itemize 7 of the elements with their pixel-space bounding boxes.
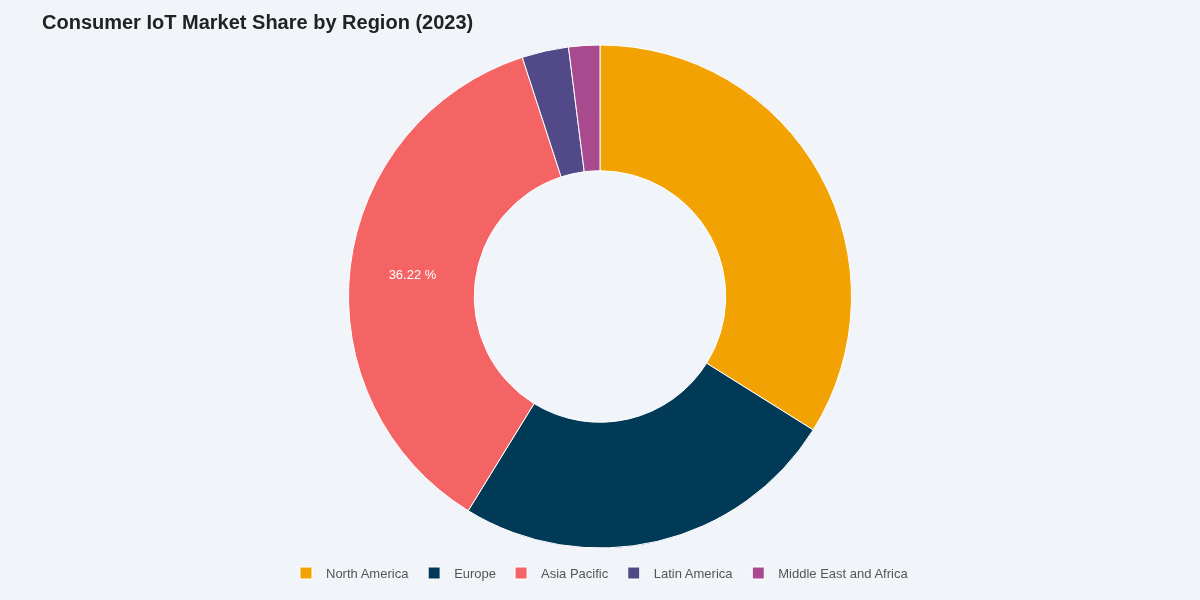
data-label: 36.22 % [388, 266, 437, 282]
legend-label: North America [326, 566, 410, 582]
legend-label: Latin America [653, 566, 734, 582]
legend-label: Middle East and Africa [778, 566, 909, 582]
legend-label: Europe [454, 566, 497, 582]
chart-title: Consumer IoT Market Share by Region (2023) [42, 11, 474, 33]
legend-label: Asia Pacific [541, 566, 609, 582]
